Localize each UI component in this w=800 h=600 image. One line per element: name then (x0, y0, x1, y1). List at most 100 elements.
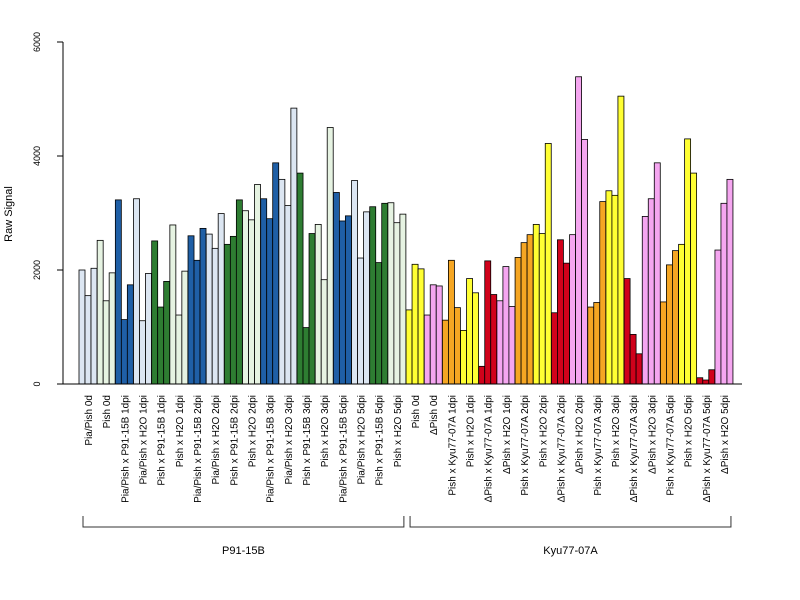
bar (357, 257, 364, 385)
category-label: ΔPish x H2O 1dpi (502, 395, 513, 474)
category-label: Pish x H2O 2dpi (248, 395, 259, 467)
y-tick-label: 2000 (32, 260, 42, 280)
y-tick-label: 0 (32, 381, 42, 386)
bar (423, 314, 431, 385)
category-label: ΔPish x Kyu77-07A 2dpi (556, 395, 567, 502)
category-label: Pia/Pish x H2O 1dpi (139, 395, 150, 485)
bar (605, 190, 613, 385)
bar (181, 270, 189, 385)
bar (314, 223, 322, 385)
category-label: ΔPish x Kyu77-07A 1dpi (484, 395, 495, 502)
bar (102, 300, 110, 385)
y-tick-label: 6000 (32, 32, 42, 52)
bar (284, 205, 292, 385)
category-label: Pia/Pish x P91-15B 3dpi (266, 395, 277, 503)
y-axis-label: Raw Signal (3, 186, 15, 242)
category-label: Pish x H2O 3dpi (320, 395, 331, 467)
bar (332, 192, 340, 385)
category-label: ΔPish 0d (429, 395, 440, 435)
bar (363, 211, 370, 385)
bar (199, 227, 207, 385)
bar (133, 198, 140, 385)
category-labels: Pia/Pish 0d Pish 0d Pia/Pish x P91-15B 1dp… (84, 395, 731, 503)
bar (254, 184, 261, 385)
bar (248, 219, 255, 385)
bar (387, 202, 395, 385)
category-label: Pish x P91-15B 3dpi (302, 395, 313, 486)
bar (393, 222, 401, 385)
category-label: Pish x H2O 5dpi (684, 395, 695, 467)
bar (78, 269, 86, 385)
bar (635, 353, 643, 385)
group-label: Kyu77-07A (543, 545, 598, 557)
bar (381, 202, 389, 385)
bar (508, 306, 516, 385)
bar (157, 306, 165, 385)
bar (435, 285, 443, 385)
bar (205, 233, 213, 385)
y-tick-label: 4000 (32, 146, 42, 166)
bar (90, 267, 98, 385)
bar (684, 138, 692, 385)
bar (557, 239, 564, 385)
bar (696, 377, 704, 385)
category-label: Pish x Kyu77-07A 3dpi (593, 395, 604, 496)
bar (429, 284, 437, 385)
bar (139, 320, 146, 385)
category-label: ΔPish x Kyu77-07A 3dpi (629, 395, 640, 502)
bar (260, 198, 268, 385)
category-label: Pia/Pish x H2O 2dpi (211, 395, 222, 485)
bar (272, 162, 280, 385)
bar (629, 334, 637, 385)
bar (466, 278, 473, 385)
bar (611, 194, 619, 385)
bar (187, 235, 195, 385)
bar (242, 210, 249, 385)
bar (544, 143, 552, 385)
bar (647, 198, 655, 385)
bar (369, 206, 377, 385)
bar (453, 307, 461, 385)
bar (502, 266, 510, 385)
group-brackets: P91-15B Kyu77-07A (82, 516, 732, 557)
bar (229, 235, 237, 385)
bar (223, 243, 231, 385)
category-label: Pish x H2O 3dpi (611, 395, 622, 467)
bar (653, 162, 661, 385)
category-label: Pish 0d (411, 395, 422, 428)
bar (672, 250, 679, 385)
bar (290, 107, 298, 385)
bar (163, 280, 171, 385)
bar (460, 330, 467, 385)
category-label: Pia/Pish x P91-15B 1dpi (120, 395, 131, 503)
bar (551, 312, 558, 385)
bar (84, 295, 92, 385)
bar (617, 95, 625, 385)
bar (308, 233, 316, 385)
bar (296, 172, 304, 385)
category-label: Pia/Pish x H2O 5dpi (357, 395, 368, 485)
category-label: ΔPish x H2O 3dpi (647, 395, 658, 474)
bar (96, 239, 104, 385)
bar (405, 309, 413, 385)
category-label: ΔPish x H2O 5dpi (720, 395, 731, 474)
category-label: ΔPish x Kyu77-07A 5dpi (702, 395, 713, 502)
bar (351, 180, 358, 385)
bar (169, 224, 177, 385)
category-label: Pish x P91-15B 2dpi (229, 395, 240, 486)
bar (526, 234, 534, 385)
bar (490, 294, 498, 385)
category-label: Pish x H2O 5dpi (393, 395, 404, 467)
bar (575, 76, 582, 385)
bar (344, 215, 352, 385)
bar (320, 279, 328, 385)
group-label: P91-15B (222, 545, 265, 557)
category-label: Pish x Kyu77-07A 5dpi (665, 395, 676, 496)
bar (726, 178, 734, 385)
bar (441, 319, 449, 385)
bar (151, 240, 159, 385)
bar (702, 379, 710, 385)
bar (145, 273, 152, 385)
bar (520, 242, 528, 385)
bar (411, 263, 419, 385)
